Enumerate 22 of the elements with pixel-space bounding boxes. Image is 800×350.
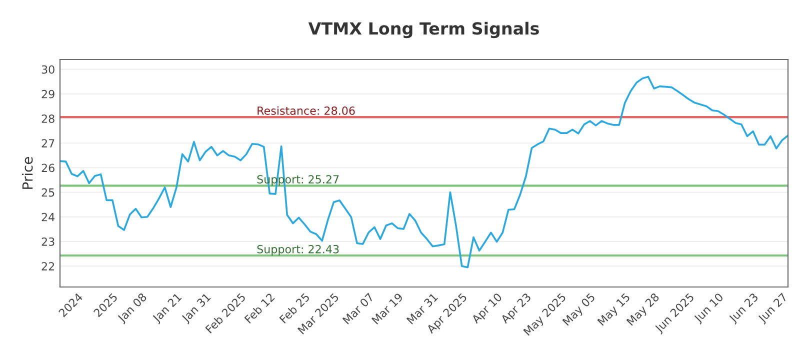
y-tick-label: 29 [42,90,54,98]
y-tick-label: 23 [42,237,54,246]
x-tick-label: Jan 31 [180,292,212,324]
y-axis-title: Price [22,157,33,189]
y-tick-label: 25 [42,188,54,197]
ref-line-label: Resistance: 28.06 [258,106,355,115]
chart-title: VTMX Long Term Signals [308,22,539,38]
x-tick-label: Jun 27 [757,292,790,325]
ref-line-label: Support: 22.43 [257,244,339,256]
y-tick-label: 22 [42,262,54,270]
x-tick-label: Jan 21 [152,292,184,324]
y-tick-label: 30 [42,65,54,74]
x-tick-label: Jan 08 [116,292,149,324]
x-tick-label: Mar 19 [371,292,404,324]
y-tick-label: 24 [42,212,55,222]
x-tick-label: Feb 12 [244,292,275,324]
x-tick-label: Jun 10 [693,292,726,325]
line-series [60,76,788,268]
y-tick-label: 27 [42,139,54,148]
y-tick-label: 28 [42,114,54,123]
x-tick-label: Jun 23 [728,292,760,325]
y-tick-label: 26 [42,164,54,172]
